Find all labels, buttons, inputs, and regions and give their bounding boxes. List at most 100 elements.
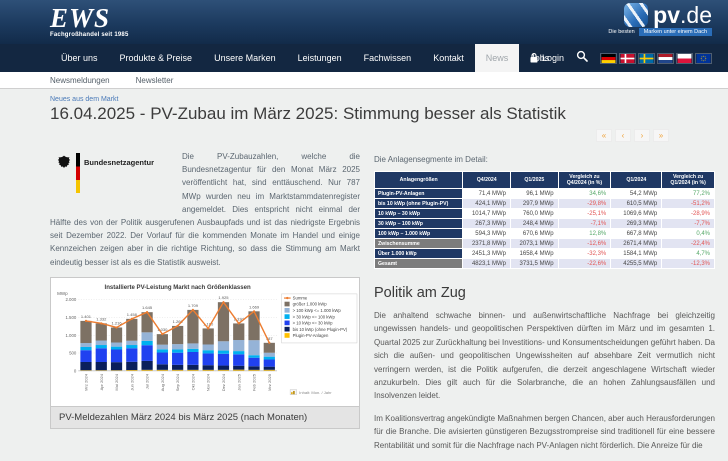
sub-nav: Newsmeldungen Newsletter [0,72,728,89]
row-value: 610,5 MWp [610,198,663,209]
figure-caption: PV-Meldezahlen März 2024 bis März 2025 (… [51,405,359,428]
politik-heading: Politik am Zug [374,285,466,301]
article-intro-text: Die PV-Zubauzahlen, welche die Bundesnet… [50,152,360,267]
nav-item-leistungen[interactable]: Leistungen [297,53,342,63]
pv-chart[interactable]: Installierte PV-Leistung Markt nach Größ… [51,277,359,406]
svg-text:> 30 kWp <= 100 kWp: > 30 kWp <= 100 kWp [293,314,336,319]
nav-item-fachwissen[interactable]: Fachwissen [363,53,412,63]
row-label: Gesamt [373,258,464,269]
ews-logo[interactable]: EWS Fachgroßhandel seit 1985 [50,4,129,38]
flag-poland-icon[interactable] [676,52,693,64]
svg-text:Jul 2024: Jul 2024 [145,373,150,389]
svg-text:1.190: 1.190 [203,321,214,326]
row-value: -22,6% [557,258,612,269]
nav-item-unsere-marken[interactable]: Unsere Marken [214,53,276,63]
svg-text:1.330: 1.330 [234,316,245,321]
row-value: 1014,7 MWp [462,208,511,219]
svg-text:1.000: 1.000 [65,333,76,338]
pvde-brand-light: .de [680,2,712,28]
table-row-zwischensumme: Zwischensumme 2371,8 MWp 2073,1 MWp -12,6% 2… [373,238,715,249]
row-value: -51,2% [661,198,715,209]
row-value: -12,6% [557,238,612,249]
row-value: 424,1 MWp [462,198,511,209]
subnav-link-newsmeldungen[interactable]: Newsmeldungen [50,75,110,85]
pagination-next-button[interactable]: › [634,129,650,142]
row-value: -22,4% [661,238,715,249]
row-value: 4255,5 MWp [610,258,663,269]
table-header-5: Vergleich zu Q1/2024 (in %) [661,171,715,189]
main-nav: Über uns Produkte & Preise Unsere Marken Le… [0,44,728,72]
svg-text:2.000: 2.000 [65,297,76,302]
pagination-last-button[interactable]: » [653,129,669,142]
nav-item-kontakt[interactable]: Kontakt [433,53,464,63]
svg-text:Mrz 2024: Mrz 2024 [84,373,89,391]
politik-paragraph-1: Die anhaltend schwache binnen- und außen… [374,311,715,401]
svg-text:1.669: 1.669 [249,304,260,309]
svg-text:Mrz 2025: Mrz 2025 [267,373,272,391]
row-label: 10 kWp – 30 kWp [373,208,464,219]
row-value: 2671,4 MWp [610,238,663,249]
chart-figure: Installierte PV-Leistung Markt nach Größ… [50,276,360,429]
svg-text:1.401: 1.401 [81,314,92,319]
svg-text:1.030: 1.030 [157,327,168,332]
svg-text:Jun 2024: Jun 2024 [129,373,134,390]
svg-text:Sep 2024: Sep 2024 [175,373,180,391]
row-value: 1584,1 MWp [610,248,663,259]
svg-text:787: 787 [266,336,274,341]
article-intro: Bundesnetzagentur Die PV-Zubauzahlen, we… [50,150,360,269]
page-title: 16.04.2025 - PV-Zubau im März 2025: Stim… [50,104,566,123]
svg-text:MWp: MWp [57,291,68,296]
row-value: 0,4% [661,228,715,239]
page-header: EWS Fachgroßhandel seit 1985 pv.de Die b… [0,0,728,44]
language-flags [600,52,712,64]
nav-item-produkte-preise[interactable]: Produkte & Preise [119,53,193,63]
svg-text:1.260: 1.260 [173,319,184,324]
pagination-first-button[interactable]: « [596,129,612,142]
flag-eu-icon[interactable] [695,52,712,64]
pvde-tagline-right: Marken unter einem Dach [638,28,712,36]
row-value: 1069,6 MWp [610,208,663,219]
table-row-bis-10-kwp-ohne-plugin-pv: bis 10 kWp (ohne Plugin-PV) 424,1 MWp 297,… [373,198,715,209]
svg-text:Dez 2024: Dez 2024 [221,373,226,391]
svg-text:größer 1.000 kWp: größer 1.000 kWp [293,302,328,307]
bundesnetzagentur-label: Bundesnetzagentur [84,158,155,167]
svg-text:500: 500 [69,351,77,356]
svg-text:Mai 2024: Mai 2024 [114,373,119,390]
row-value: 594,3 MWp [462,228,511,239]
login-button[interactable]: Login [530,53,564,63]
svg-text:1.458: 1.458 [127,312,138,317]
svg-text:0: 0 [74,368,77,373]
table-header-1: Q4/2024 [462,171,511,189]
flag-germany-icon[interactable] [600,52,617,64]
row-value: 34,6% [557,188,612,199]
table-header-2: Q1/2025 [509,171,559,189]
search-icon[interactable] [576,49,588,67]
table-header-3: Vergleich zu Q4/2024 (in %) [557,171,612,189]
federal-eagle-icon [57,155,71,168]
article-left-column: Bundesnetzagentur Die PV-Zubauzahlen, we… [50,150,360,429]
lock-icon [530,53,538,63]
svg-text:Okt 2024: Okt 2024 [190,373,195,390]
table-row-10-kwp-30-kwp: 10 kWp – 30 kWp 1014,7 MWp 760,0 MWp -25,1%… [373,208,715,219]
subnav-link-newsletter[interactable]: Newsletter [135,75,174,85]
nav-item-ber-uns[interactable]: Über uns [61,53,98,63]
row-value: -28,9% [661,208,715,219]
svg-text:Nov 2024: Nov 2024 [206,373,211,391]
flag-denmark-icon[interactable] [619,52,636,64]
row-label: Plugin-PV-Anlagen [373,188,464,199]
pvde-logo[interactable]: pv.de Die besten Marken unter einem Dach [608,3,712,36]
breadcrumb-kicker[interactable]: Neues aus dem Markt [50,96,119,103]
pvde-brand-bold: pv [653,2,681,28]
ews-logo-text: EWS [50,3,111,33]
svg-text:Inhalt: Mon. / Jahr: Inhalt: Mon. / Jahr [299,390,332,395]
flag-netherlands-icon[interactable] [657,52,674,64]
nav-item-jobs[interactable]: Jobs [530,53,550,63]
row-value: 297,9 MWp [509,198,559,209]
svg-text:1.216: 1.216 [111,320,122,325]
svg-text:Feb 2025: Feb 2025 [252,373,257,391]
flag-sweden-icon[interactable] [638,52,655,64]
article-pagination: « ‹ › » [50,129,669,142]
pagination-prev-button[interactable]: ‹ [615,129,631,142]
nav-item-news[interactable]: News [474,44,520,72]
row-value: 1658,4 MWp [509,248,559,259]
